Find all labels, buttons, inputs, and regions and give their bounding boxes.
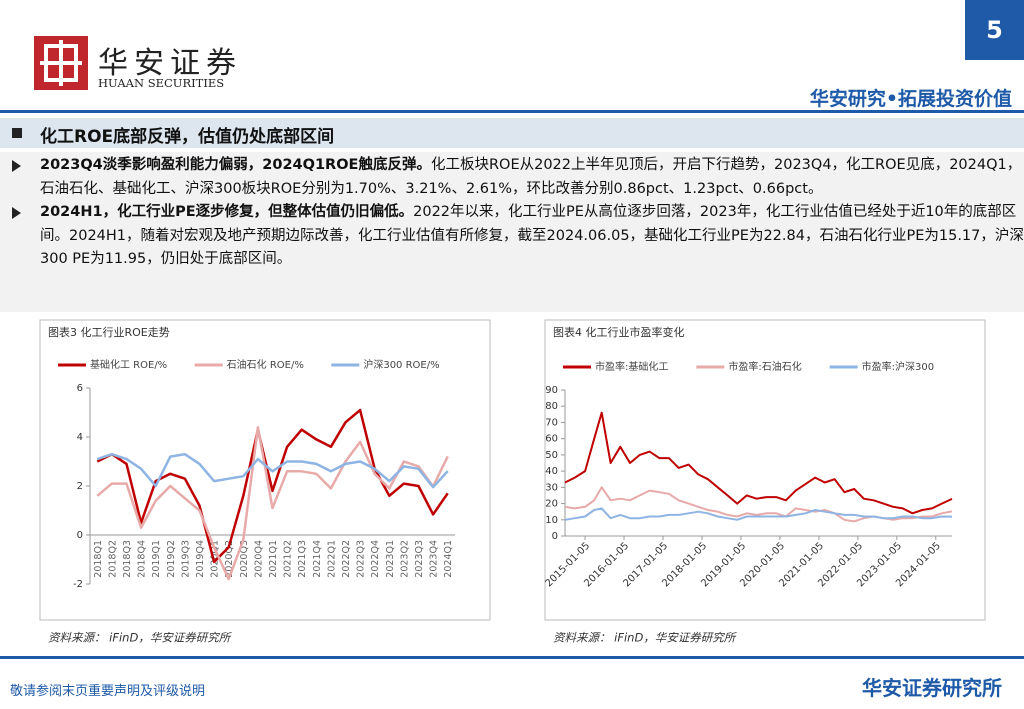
- bullet: 2024H1，化工行业PE逐步修复，但整体估值仍旧偏低。2022年以来，化工行业…: [0, 201, 1024, 272]
- bullet-text: 化工板块ROE从2022上半年见顶后，开启下行趋势，2023Q4，化工ROE见底…: [40, 157, 1022, 197]
- x-tick-label: 2020Q1: [210, 540, 221, 578]
- chart-frame: [39, 319, 491, 621]
- legend-label: 市盈率:沪深300: [862, 360, 934, 373]
- series-line: [96, 425, 449, 581]
- chart-source: 资料来源： iFinD，华安证券研究所: [553, 631, 737, 645]
- section-square: [12, 128, 22, 138]
- x-tick-label: 2019Q2: [166, 540, 177, 578]
- x-tick-label: 2018Q1: [93, 540, 104, 578]
- x-tick-label: 2020Q2: [224, 540, 235, 578]
- x-tick-label: 2018Q2: [107, 540, 118, 578]
- section-title: 化工ROE底部反弹，估值仍处底部区间: [40, 127, 335, 147]
- x-tick-label: 2018Q3: [122, 540, 133, 578]
- x-tick-label: 2022Q3: [356, 540, 367, 578]
- legend-label: 基础化工 ROE/%: [90, 358, 167, 371]
- bullet-lead: 2024H1，化工行业PE逐步修复，但整体估值仍旧偏低。: [40, 204, 414, 220]
- footer-disclaimer: 敬请参阅末页重要声明及评级说明: [10, 684, 206, 699]
- x-tick-label: 2021Q2: [283, 540, 294, 578]
- y-tick-label: 6: [77, 383, 83, 394]
- tagline: 华安研究•拓展投资价值: [809, 88, 1012, 110]
- x-tick-label: 2021Q1: [268, 540, 279, 578]
- x-tick-label: 2022Q4: [370, 540, 381, 578]
- footer-rule: [0, 656, 1024, 659]
- x-tick-label: 2019Q1: [151, 540, 162, 578]
- section-bar: [0, 118, 1024, 148]
- y-tick-label: 4: [77, 432, 83, 443]
- x-tick-label: 2018Q4: [137, 540, 148, 578]
- series-line: [96, 408, 449, 564]
- x-tick-label: 2023Q1: [385, 540, 396, 578]
- chart-frame: [544, 319, 986, 621]
- bullet-box: 2023Q4淡季影响盈利能力偏弱，2024Q1ROE触底反弹。化工板块ROE从2…: [0, 152, 1024, 312]
- legend-label: 沪深300 ROE/%: [363, 358, 439, 371]
- y-tick-label: 0: [552, 531, 558, 542]
- bullet-icon: [12, 207, 21, 219]
- header-rule: [0, 110, 1024, 113]
- chart-source: 资料来源： iFinD，华安证券研究所: [48, 631, 232, 645]
- bullet-lead: 2023Q4淡季影响盈利能力偏弱，2024Q1ROE触底反弹。: [40, 157, 431, 173]
- y-tick-label: 80: [545, 401, 558, 412]
- legend-label: 市盈率:基础化工: [595, 360, 668, 373]
- x-tick-label: 2023Q3: [414, 540, 425, 578]
- x-tick-label: 2022Q1: [326, 540, 337, 578]
- series-line: [564, 411, 953, 515]
- y-tick-label: 50: [545, 450, 558, 461]
- legend-label: 石油石化 ROE/%: [227, 358, 304, 371]
- series-line: [96, 452, 449, 489]
- x-tick-label: 2020Q3: [239, 540, 250, 578]
- x-tick-label: 2023Q2: [399, 540, 410, 578]
- y-tick-label: 90: [545, 385, 558, 396]
- bullet-icon: [12, 160, 21, 172]
- logo-pattern: [40, 40, 82, 86]
- bullet-text: 2022年以来，化工行业PE从高位逐步回落，2023年，化工行业估值已经处于近1…: [40, 204, 1024, 267]
- chart-title: 图表4 化工行业市盈率变化: [553, 325, 685, 339]
- x-tick-label: 2022Q2: [341, 540, 352, 578]
- logo-cn: 华安证券: [98, 46, 242, 81]
- y-tick-label: 20: [545, 499, 558, 510]
- y-tick-label: -2: [73, 579, 83, 590]
- x-tick-label: 2024Q1: [443, 540, 454, 578]
- x-tick-label: 2020Q4: [253, 540, 264, 578]
- footer-brand: 华安证券研究所: [862, 676, 1002, 700]
- y-tick-label: 10: [545, 515, 558, 526]
- bullet: 2023Q4淡季影响盈利能力偏弱，2024Q1ROE触底反弹。化工板块ROE从2…: [0, 154, 1024, 201]
- series-line: [564, 507, 953, 521]
- logo-en: HUAAN SECURITIES: [98, 76, 225, 90]
- y-tick-label: 60: [545, 434, 558, 445]
- x-tick-label: 2019Q4: [195, 540, 206, 578]
- x-tick-label: 2021Q4: [312, 540, 323, 578]
- y-tick-label: 40: [545, 466, 558, 477]
- x-tick-label: 2023Q4: [429, 540, 440, 578]
- y-tick-label: 0: [77, 530, 83, 541]
- x-tick-label: 2019Q3: [180, 540, 191, 578]
- legend-label: 市盈率:石油石化: [728, 360, 801, 373]
- page-number: 5: [965, 0, 1024, 60]
- chart-title: 图表3 化工行业ROE走势: [48, 325, 170, 339]
- y-tick-label: 2: [77, 481, 83, 492]
- y-tick-label: 30: [545, 482, 558, 493]
- y-tick-label: 70: [545, 417, 558, 428]
- x-tick-label: 2021Q3: [297, 540, 308, 578]
